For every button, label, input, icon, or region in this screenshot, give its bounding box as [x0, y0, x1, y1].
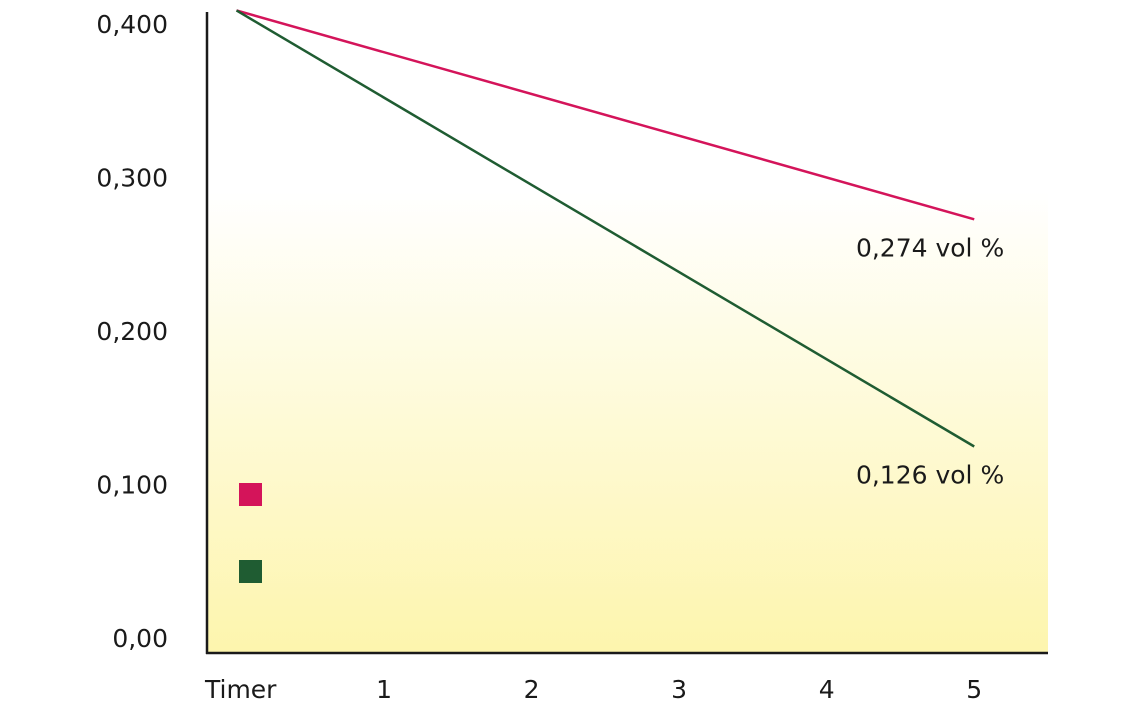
- x-tick-label: 1: [376, 675, 392, 704]
- y-tick-label: 0,400: [96, 10, 168, 39]
- y-tick-label: 0,100: [96, 470, 168, 499]
- x-tick-label: 2: [524, 675, 540, 704]
- legend-swatch: [239, 483, 262, 506]
- data-line: [236, 9, 975, 221]
- x-axis-label: Timer: [204, 675, 277, 704]
- y-tick-label: 0,00: [112, 624, 168, 653]
- data-line: [235, 9, 975, 448]
- plot-background: [207, 12, 1048, 653]
- data-label: 0,274 vol %: [856, 233, 1004, 262]
- y-tick-label: 0,200: [96, 317, 168, 346]
- legend-swatch: [239, 560, 262, 583]
- y-tick-label: 0,300: [96, 163, 168, 192]
- x-tick-label: 5: [966, 675, 982, 704]
- data-label: 0,126 vol %: [856, 460, 1004, 489]
- x-tick-label: 4: [819, 675, 835, 704]
- x-tick-label: 3: [671, 675, 687, 704]
